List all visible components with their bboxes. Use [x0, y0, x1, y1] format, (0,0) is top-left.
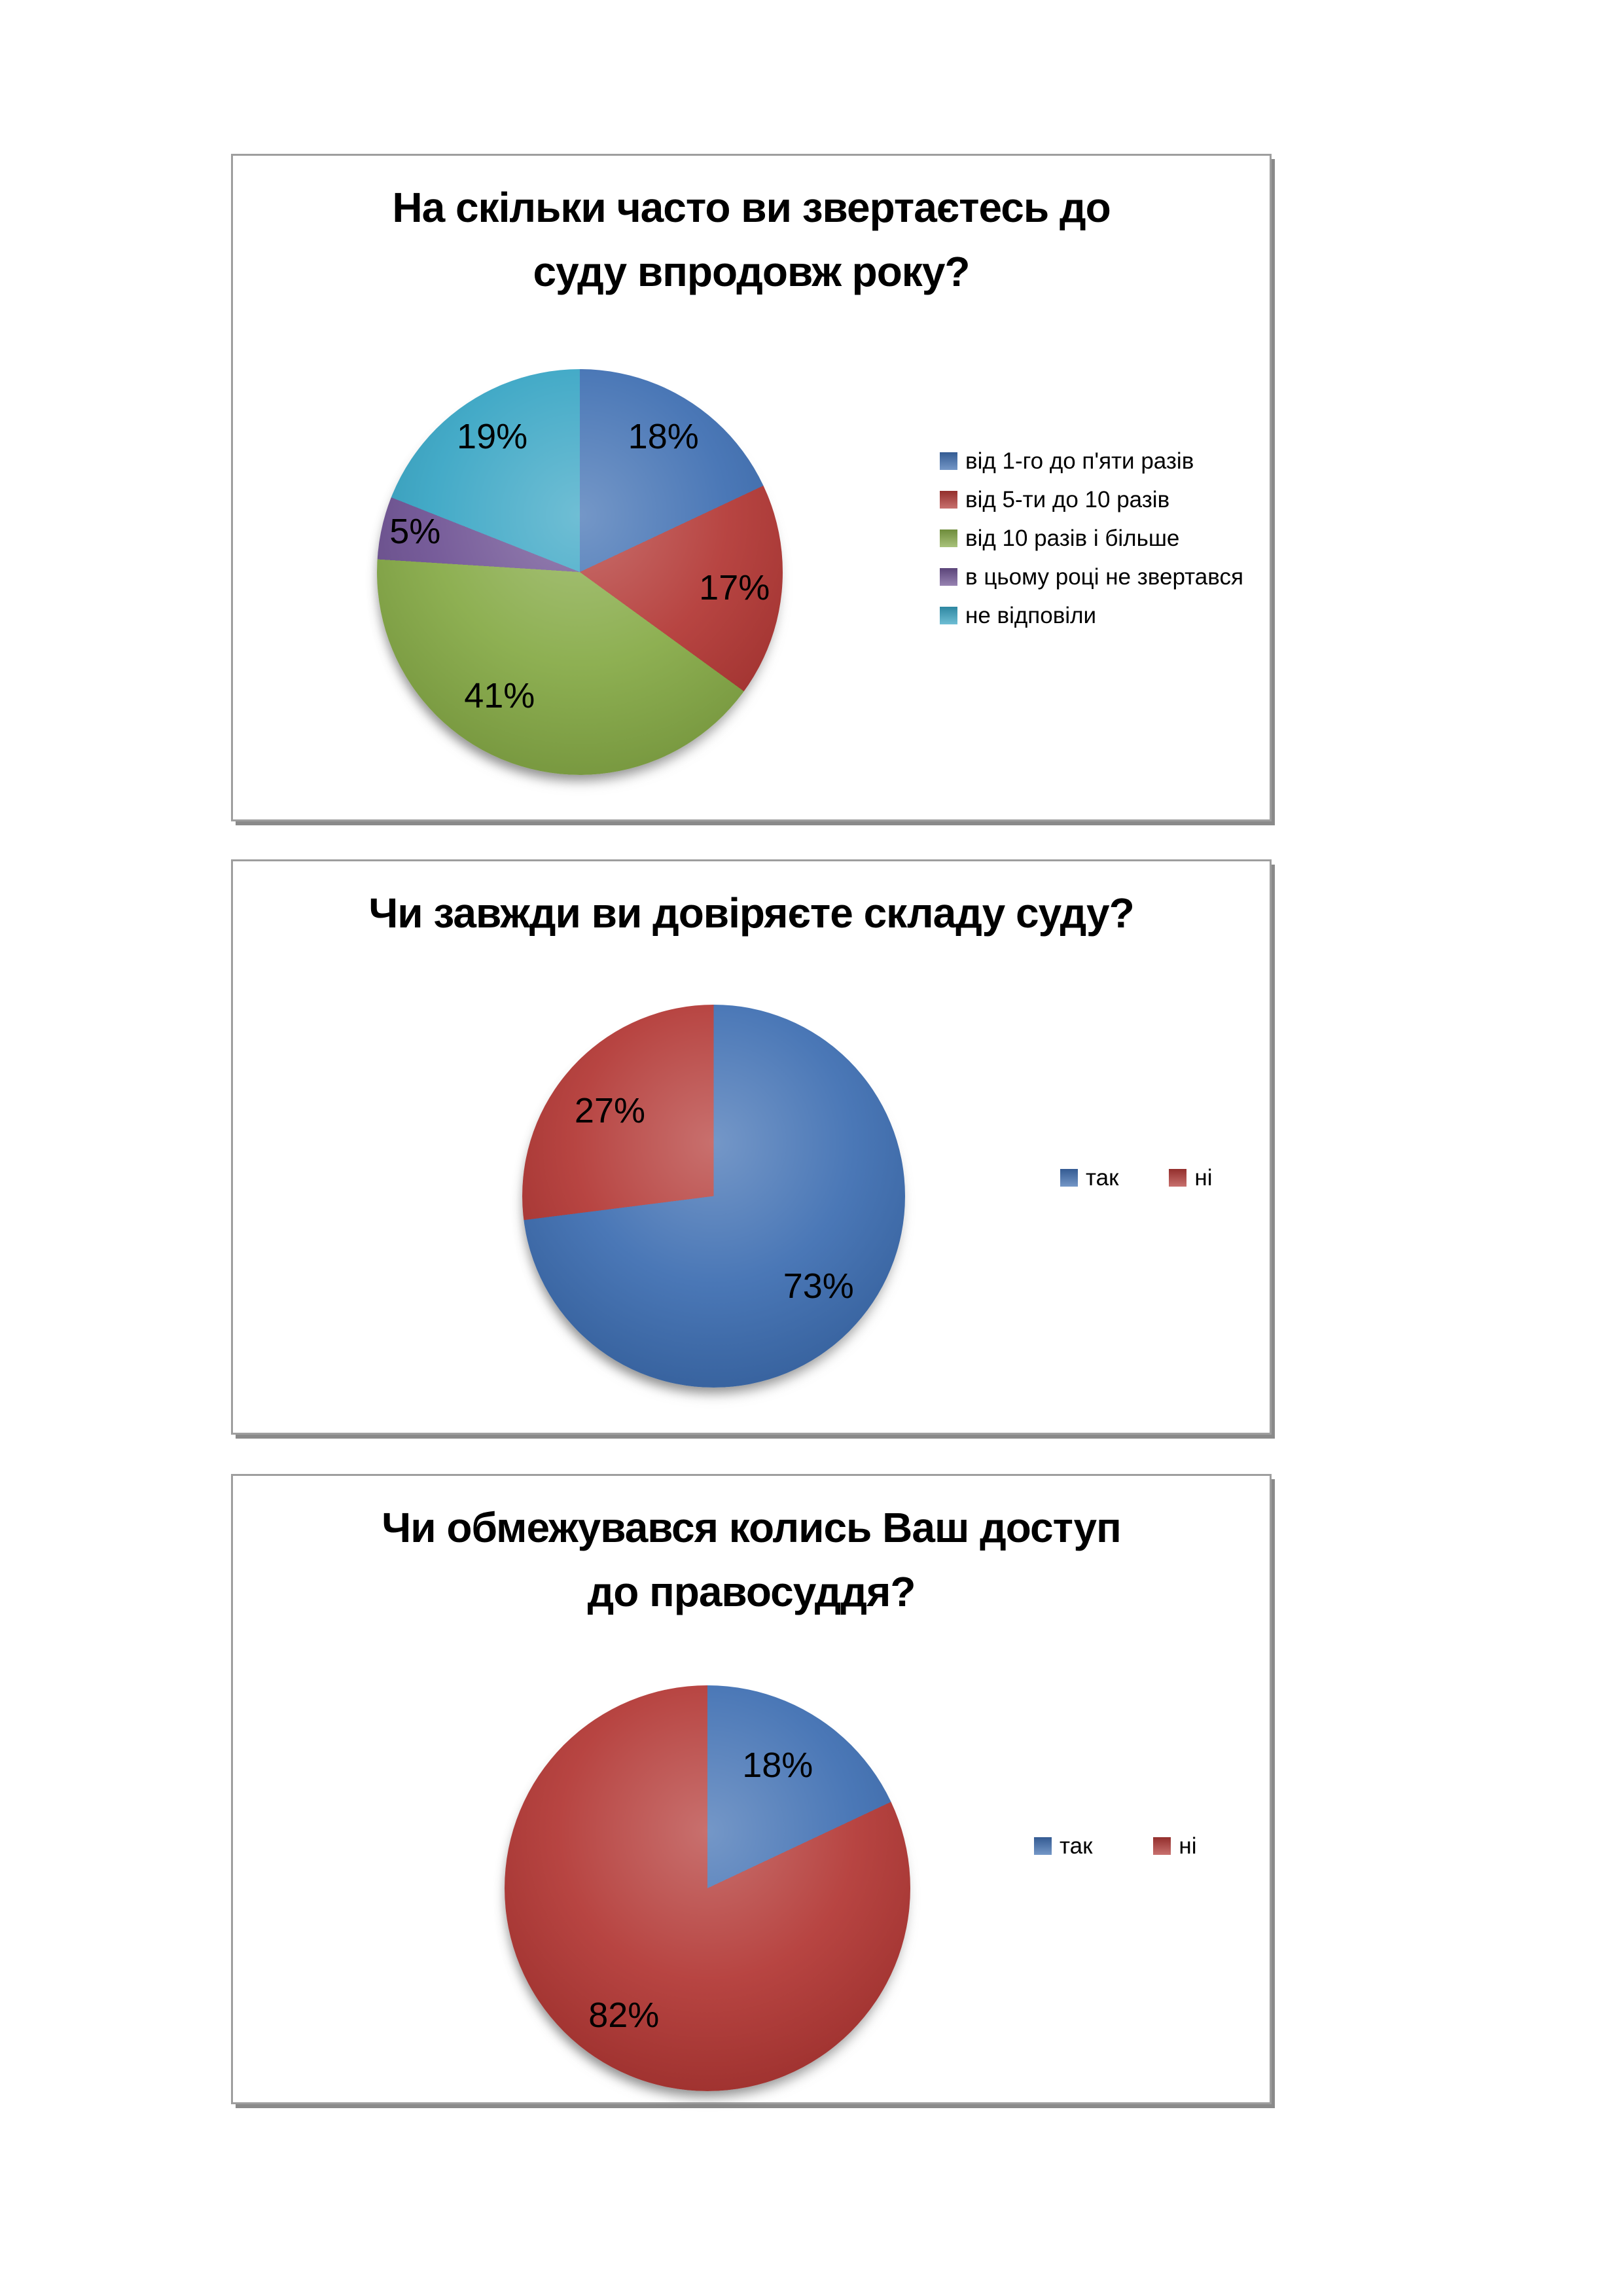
- pie-slice-label: 17%: [699, 568, 770, 608]
- chart-box-court-frequency: На скільки часто ви звертаєтесь до суду в…: [231, 154, 1272, 821]
- pie-slice-label: 18%: [628, 416, 699, 456]
- chart-title: Чи завжди ви довіряєте складу суду?: [233, 881, 1270, 945]
- chart-title-line: Чи завжди ви довіряєте складу суду?: [368, 889, 1134, 937]
- legend-color-swatch: [940, 529, 957, 547]
- chart-title-line: суду впродовж року?: [533, 248, 971, 295]
- legend-label: від 1-го до п'яти разів: [965, 448, 1194, 474]
- legend-color-swatch: [940, 452, 957, 470]
- legend-color-swatch: [1060, 1169, 1078, 1187]
- legend-color-swatch: [1153, 1837, 1171, 1855]
- legend-label: від 5-ти до 10 разів: [965, 487, 1170, 512]
- pie-slice-label: 5%: [389, 512, 441, 551]
- legend-label: ні: [1194, 1165, 1213, 1191]
- pie-chart: 18% 82%: [505, 1685, 910, 2091]
- legend-label: не відповіли: [965, 603, 1097, 628]
- chart-box-court-trust: Чи завжди ви довіряєте складу суду? 73% 2…: [231, 859, 1272, 1435]
- legend-item: від 1-го до п'яти разів: [940, 442, 1243, 480]
- chart-title-line: до правосуддя?: [587, 1568, 916, 1615]
- pie-slice-label: 19%: [457, 416, 528, 456]
- legend-item: так: [1034, 1835, 1092, 1857]
- pie-slice-label: 73%: [783, 1266, 854, 1306]
- chart-title: Чи обмежувався колись Ваш доступ до право…: [233, 1496, 1270, 1624]
- legend-color-swatch: [1169, 1169, 1187, 1187]
- chart-legend: так ні: [1060, 1166, 1213, 1189]
- legend-color-swatch: [1034, 1837, 1052, 1855]
- pie-slice-label: 41%: [464, 676, 535, 716]
- pie-slice-label: 82%: [588, 1996, 660, 2036]
- legend-label: в цьому році не звертався: [965, 564, 1243, 590]
- legend-item: в цьому році не звертався: [940, 558, 1243, 596]
- legend-item: від 5-ти до 10 разів: [940, 480, 1243, 519]
- legend-label: від 10 разів і більше: [965, 526, 1180, 551]
- legend-color-swatch: [940, 491, 957, 509]
- legend-color-swatch: [940, 568, 957, 586]
- chart-legend: від 1-го до п'яти разів від 5-ти до 10 ра…: [940, 442, 1243, 635]
- chart-title: На скільки часто ви звертаєтесь до суду в…: [233, 175, 1270, 304]
- legend-color-swatch: [940, 607, 957, 624]
- pie-slice-label: 27%: [574, 1091, 645, 1131]
- chart-title-line: Чи обмежувався колись Ваш доступ: [382, 1504, 1122, 1551]
- legend-label: ні: [1179, 1833, 1197, 1859]
- legend-item: так: [1060, 1166, 1118, 1189]
- legend-item: ні: [1153, 1833, 1197, 1859]
- legend-label: так: [1086, 1165, 1119, 1191]
- pie-chart: 73% 27%: [522, 1005, 905, 1388]
- legend-item: ні: [1169, 1165, 1213, 1191]
- legend-item: не відповіли: [940, 596, 1243, 635]
- legend-item: від 10 разів і більше: [940, 519, 1243, 558]
- chart-title-line: На скільки часто ви звертаєтесь до: [392, 184, 1111, 231]
- pie-chart: 18% 17% 41% 5% 19%: [377, 369, 783, 775]
- chart-box-justice-access: Чи обмежувався колись Ваш доступ до право…: [231, 1474, 1272, 2104]
- pie-slice-label: 18%: [742, 1746, 813, 1785]
- chart-legend: так ні: [1034, 1835, 1197, 1857]
- legend-label: так: [1060, 1833, 1093, 1859]
